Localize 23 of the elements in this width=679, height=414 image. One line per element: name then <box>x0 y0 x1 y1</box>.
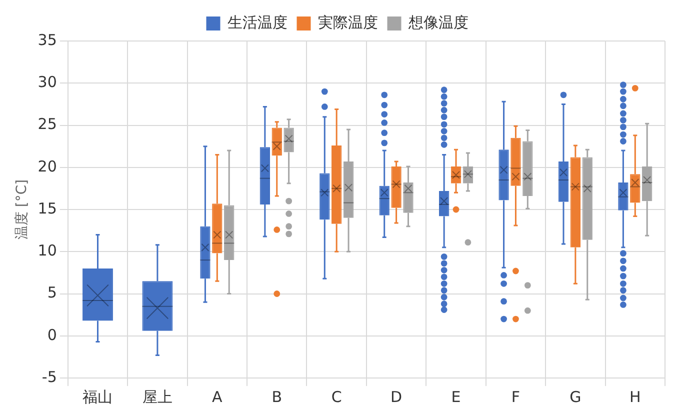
y-tick-label: 5 <box>47 284 57 302</box>
x-tick-label: H <box>630 388 641 406</box>
y-tick-label: 15 <box>38 199 57 218</box>
legend-label: 想像温度 <box>407 13 468 32</box>
x-tick-label: E <box>451 388 461 406</box>
y-tick-label: 20 <box>38 157 57 176</box>
x-tick-label: D <box>390 388 402 406</box>
y-tick-label: 30 <box>38 73 57 92</box>
x-tick-label: 屋上 <box>142 388 172 406</box>
x-tick-label: B <box>272 388 282 406</box>
y-tick-label: 35 <box>38 30 57 49</box>
legend-label: 生活温度 <box>227 13 288 32</box>
x-tick-label: C <box>331 388 342 406</box>
y-tick-label: 10 <box>38 242 57 260</box>
y-tick-label: 0 <box>47 326 57 344</box>
legend-label: 実際温度 <box>318 13 378 32</box>
x-tick-label: F <box>511 388 520 406</box>
y-axis-title: 温度 [°C] <box>14 179 30 240</box>
x-tick-label: 福山 <box>82 388 113 406</box>
x-tick-label: G <box>570 388 582 406</box>
x-tick-label: A <box>212 388 224 406</box>
y-tick-label: -5 <box>42 368 57 386</box>
y-tick-label: 25 <box>38 115 57 134</box>
